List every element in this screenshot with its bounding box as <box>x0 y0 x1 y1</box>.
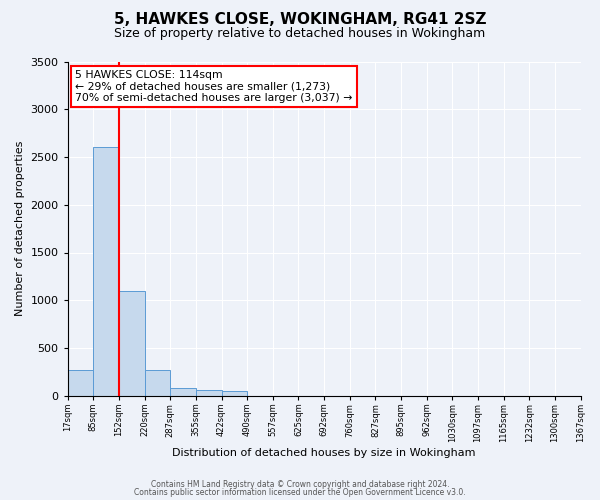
Bar <box>68 370 94 396</box>
Bar <box>196 390 221 396</box>
X-axis label: Distribution of detached houses by size in Wokingham: Distribution of detached houses by size … <box>172 448 476 458</box>
Bar <box>145 370 170 396</box>
Text: Size of property relative to detached houses in Wokingham: Size of property relative to detached ho… <box>115 28 485 40</box>
Y-axis label: Number of detached properties: Number of detached properties <box>15 141 25 316</box>
Text: Contains public sector information licensed under the Open Government Licence v3: Contains public sector information licen… <box>134 488 466 497</box>
Bar <box>119 290 145 396</box>
Text: 5 HAWKES CLOSE: 114sqm
← 29% of detached houses are smaller (1,273)
70% of semi-: 5 HAWKES CLOSE: 114sqm ← 29% of detached… <box>76 70 353 103</box>
Text: 5, HAWKES CLOSE, WOKINGHAM, RG41 2SZ: 5, HAWKES CLOSE, WOKINGHAM, RG41 2SZ <box>114 12 486 28</box>
Bar <box>221 392 247 396</box>
Bar <box>170 388 196 396</box>
Text: Contains HM Land Registry data © Crown copyright and database right 2024.: Contains HM Land Registry data © Crown c… <box>151 480 449 489</box>
Bar <box>94 148 119 396</box>
